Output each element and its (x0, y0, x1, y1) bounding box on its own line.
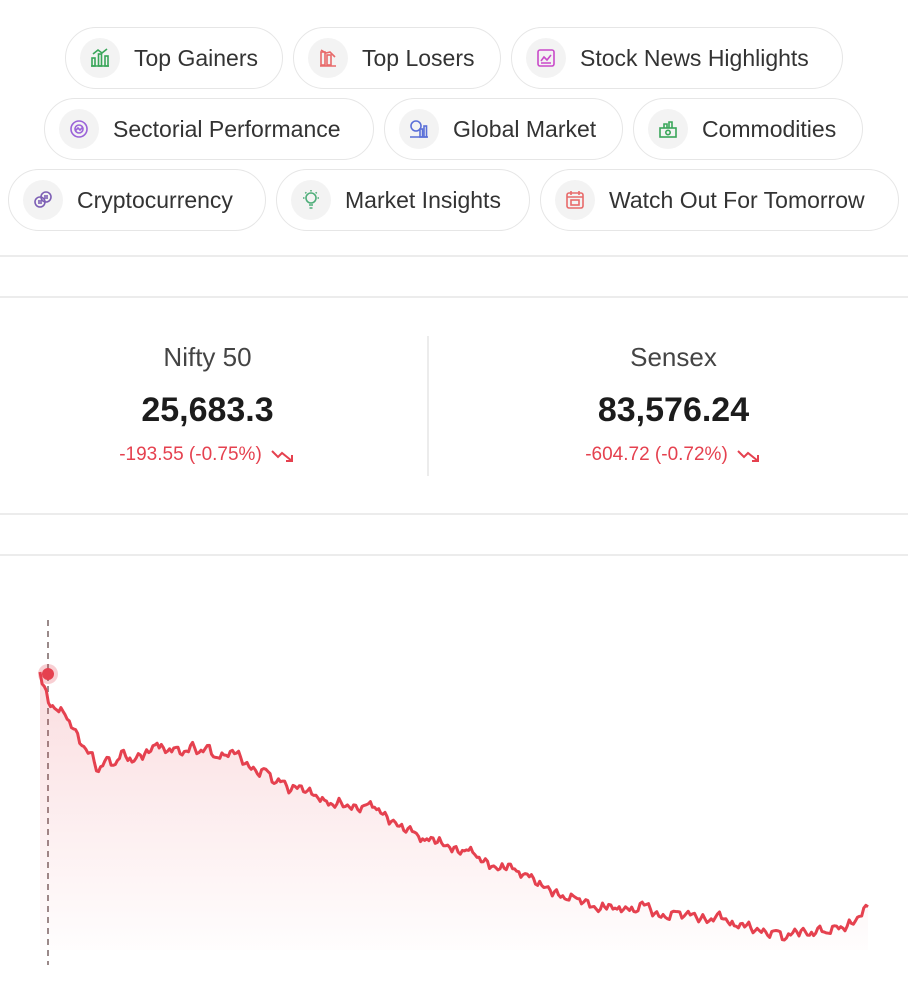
chip-label: Global Market (453, 115, 597, 142)
news-icon (526, 38, 566, 78)
chip-market-insights[interactable]: Market Insights (276, 169, 530, 231)
chip-top-losers[interactable]: Top Losers (293, 27, 501, 89)
top-gainers-icon (80, 38, 120, 78)
divider (0, 255, 908, 257)
chip-label: Top Gainers (134, 44, 259, 71)
chip-top-gainers[interactable]: Top Gainers (65, 27, 283, 89)
chip-label: Top Losers (362, 44, 475, 71)
index-value: 83,576.24 (597, 391, 750, 429)
crypto-icon (23, 180, 63, 220)
index-card-nifty[interactable]: Nifty 50 25,683.3 -193.55 (-0.75%) (0, 336, 421, 476)
sector-icon (59, 109, 99, 149)
globe-chart-icon (399, 109, 439, 149)
chip-label: Sectorial Performance (113, 115, 341, 142)
chips-row-3: Cryptocurrency Market Insights Watch Out… (0, 169, 908, 231)
chips-row-2: Sectorial Performance Global Market Comm… (0, 98, 908, 160)
chip-cryptocurrency[interactable]: Cryptocurrency (8, 169, 266, 231)
chip-label: Cryptocurrency (77, 186, 233, 213)
index-change-text: -193.55 (-0.75%) (119, 444, 262, 465)
chip-label: Market Insights (345, 186, 501, 213)
intraday-chart[interactable] (0, 600, 908, 980)
calendar-icon (555, 180, 595, 220)
chip-sectorial-performance[interactable]: Sectorial Performance (44, 98, 374, 160)
top-losers-icon (308, 38, 348, 78)
index-card-sensex[interactable]: Sensex 83,576.24 -604.72 (-0.72%) (460, 336, 887, 476)
index-change: -604.72 (-0.72%) (460, 444, 887, 466)
divider (0, 513, 908, 515)
trend-down-icon (737, 450, 759, 462)
price-line (38, 671, 869, 942)
index-change-text: -604.72 (-0.72%) (585, 444, 728, 465)
chip-label: Commodities (702, 115, 837, 142)
chip-commodities[interactable]: Commodities (633, 98, 863, 160)
insights-icon (291, 180, 331, 220)
index-separator (427, 336, 429, 476)
index-change: -193.55 (-0.75%) (0, 444, 421, 466)
chip-watch-out-for-tomorrow[interactable]: Watch Out For Tomorrow (540, 169, 899, 231)
divider (0, 554, 908, 556)
chip-stock-news-highlights[interactable]: Stock News Highlights (511, 27, 843, 89)
chip-label: Stock News Highlights (580, 44, 809, 71)
commodities-icon (648, 109, 688, 149)
index-name: Nifty 50 (163, 342, 252, 372)
index-name: Sensex (630, 342, 717, 372)
crosshair-marker[interactable] (42, 668, 54, 680)
divider (0, 296, 908, 298)
chips-row-1: Top Gainers Top Losers Stock News Highli… (0, 27, 908, 89)
chip-global-market[interactable]: Global Market (384, 98, 623, 160)
trend-down-icon (271, 450, 293, 462)
index-value: 25,683.3 (141, 391, 274, 429)
chip-label: Watch Out For Tomorrow (609, 186, 865, 213)
price-area (40, 672, 868, 950)
